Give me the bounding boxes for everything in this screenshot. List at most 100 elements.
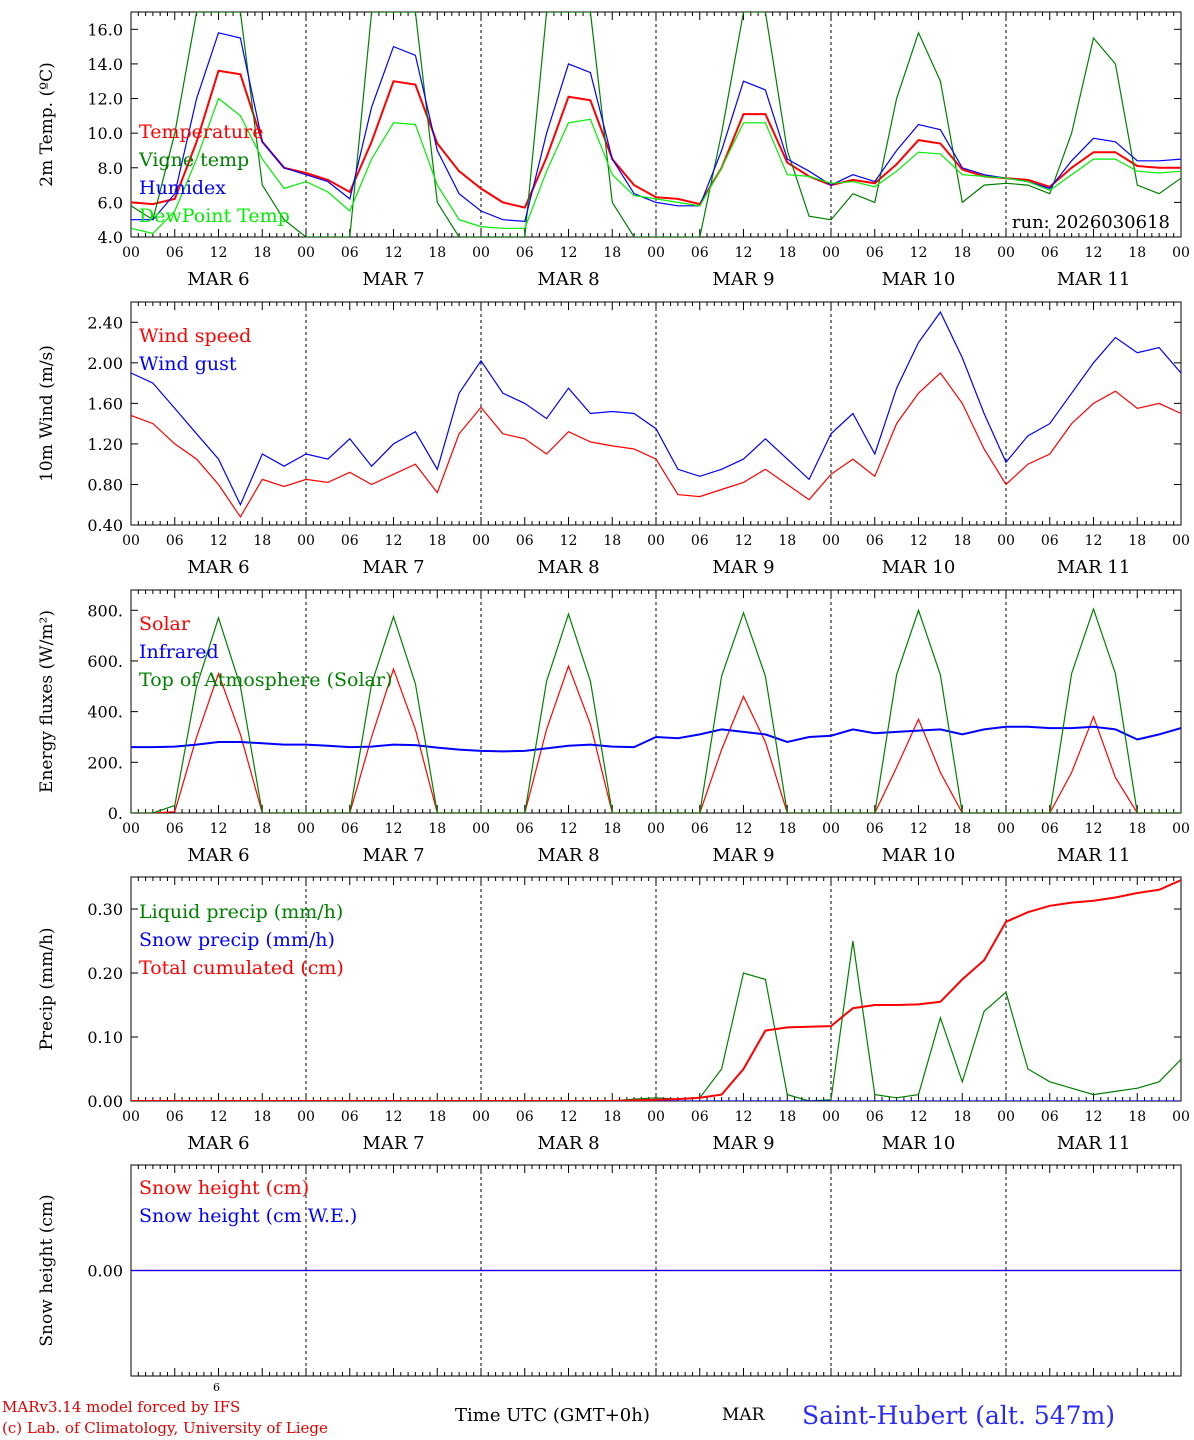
legend-entry: Infrared [139,641,219,663]
legend-entry: DewPoint Temp [139,205,290,227]
series-group [131,607,1181,813]
x-tick-label: 00 [297,245,315,261]
x-tick-label: 00 [1172,1109,1190,1125]
x-tick-label: 12 [210,1109,228,1125]
x-tick-label: 18 [603,533,621,549]
x-tick-label: 06 [341,245,359,261]
x-tick-label: 12 [210,533,228,549]
day-label: MAR 10 [882,845,956,866]
x-tick-label: 06 [341,1109,359,1125]
x-tick-label: 12 [560,245,578,261]
day-label: MAR 8 [537,269,599,290]
legend-entry: Total cumulated (cm) [139,957,344,979]
x-tick-label: 00 [472,245,490,261]
series-line [131,940,1181,1101]
x-tick-label: 00 [122,245,140,261]
y-tick-label: 800. [87,601,123,620]
x-tick-label: 00 [997,533,1015,549]
x-tick-label: 18 [953,1109,971,1125]
y-tick-label: 2.40 [87,313,123,332]
series-line [131,12,1181,237]
x-tick-label: 00 [822,245,840,261]
x-tick-label: 00 [297,533,315,549]
series-line [131,310,1181,507]
y-tick-label: 2.00 [87,354,123,373]
day-label: MAR 9 [712,1133,774,1154]
panel-frame [130,301,1182,526]
day-label: MAR 8 [537,845,599,866]
x-tick-label: 12 [1085,821,1103,837]
y-tick-label: 200. [87,753,123,772]
x-tick-label: 00 [822,533,840,549]
x-tick-label: 12 [210,245,228,261]
day-label: MAR 9 [712,557,774,578]
legend-entry: Wind gust [139,353,237,375]
x-tick-label: 18 [953,245,971,261]
x-tick-label: 18 [778,821,796,837]
legend-entry: Snow precip (mm/h) [139,929,335,951]
start-day-label: 6 [213,1381,220,1394]
legend-entry: Wind speed [139,325,251,347]
day-label: MAR 9 [712,269,774,290]
legend-entry: Vigne temp [138,149,249,171]
x-tick-label: 00 [822,821,840,837]
x-tick-label: 06 [691,533,709,549]
x-tick-label: 06 [166,1109,184,1125]
day-label: MAR 7 [362,845,424,866]
x-tick-label: 00 [472,533,490,549]
series-group [131,310,1181,519]
y-tick-label: 8.0 [98,159,123,178]
x-tick-label: 00 [822,1109,840,1125]
day-label: MAR 10 [882,557,956,578]
day-label: MAR 10 [882,269,956,290]
x-tick-label: 06 [341,821,359,837]
y-axis-label: Precip (mm/h) [37,927,57,1050]
x-tick-label: 06 [691,821,709,837]
x-tick-label: 00 [297,1109,315,1125]
x-tick-label: 00 [997,245,1015,261]
x-tick-label: 18 [253,245,271,261]
x-tick-label: 12 [910,533,928,549]
y-tick-label: 0.00 [87,1092,123,1111]
x-tick-label: 06 [1041,533,1059,549]
x-tick-label: 18 [778,245,796,261]
x-tick-label: 18 [428,245,446,261]
legend-entry: Temperature [139,121,263,143]
y-tick-label: 16.0 [87,20,123,39]
x-tick-label: 06 [866,1109,884,1125]
x-tick-label: 06 [691,245,709,261]
x-tick-label: 00 [997,1109,1015,1125]
y-axis-label: 10m Wind (m/s) [37,345,57,482]
series-group [131,879,1181,1101]
y-tick-label: 0.10 [87,1028,123,1047]
x-tick-label: 12 [385,1109,403,1125]
day-label: MAR 7 [362,557,424,578]
x-tick-label: 00 [997,821,1015,837]
x-tick-label: 06 [166,245,184,261]
model-credit: MARv3.14 model forced by IFS [2,1398,241,1416]
station-label: Saint-Hubert (alt. 547m) [802,1401,1116,1430]
y-tick-label: 12.0 [87,90,123,109]
x-tick-label: 06 [516,821,534,837]
day-label: MAR 8 [537,557,599,578]
y-tick-label: 14.0 [87,55,123,74]
day-label: MAR 7 [362,269,424,290]
run-annotation: run: 2026030618 [1012,212,1170,233]
x-tick-label: 06 [166,821,184,837]
series-line [131,97,1181,235]
x-tick-label: 12 [910,245,928,261]
x-tick-label: 12 [385,533,403,549]
x-tick-label: 18 [428,821,446,837]
x-tick-label: 12 [560,1109,578,1125]
x-tick-label: 06 [1041,245,1059,261]
day-label: MAR 6 [187,557,249,578]
day-label: MAR 8 [537,1133,599,1154]
x-tick-label: 18 [953,821,971,837]
x-tick-label: 00 [1172,245,1190,261]
x-tick-label: 12 [910,1109,928,1125]
x-tick-label: 18 [1128,533,1146,549]
y-tick-label: 400. [87,703,123,722]
x-tick-label: 06 [1041,821,1059,837]
x-tick-label: 00 [647,821,665,837]
